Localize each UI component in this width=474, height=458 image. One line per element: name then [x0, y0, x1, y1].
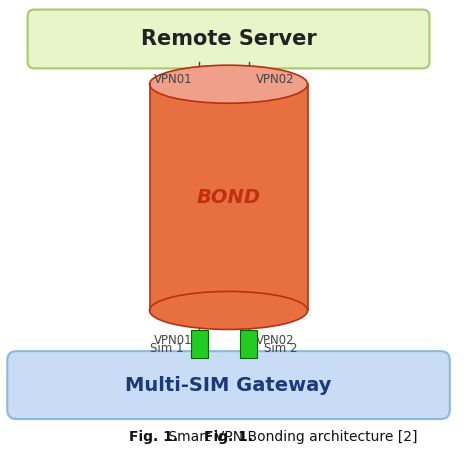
Text: BOND: BOND — [197, 188, 261, 207]
Text: VPN01: VPN01 — [154, 334, 192, 347]
Text: Fig. 1. Smart VPN Bonding architecture [2]: Fig. 1. Smart VPN Bonding architecture [… — [81, 430, 376, 444]
Text: VPN02: VPN02 — [255, 73, 294, 86]
Text: Remote Server: Remote Server — [141, 29, 317, 49]
Bar — [191, 330, 208, 358]
Text: VPN01: VPN01 — [154, 73, 192, 86]
FancyBboxPatch shape — [27, 10, 429, 68]
FancyBboxPatch shape — [7, 351, 450, 419]
Bar — [240, 330, 257, 358]
Ellipse shape — [149, 65, 308, 103]
Text: Fig. 1.: Fig. 1. — [129, 430, 178, 444]
Text: Smart VPN Bonding architecture [2]: Smart VPN Bonding architecture [2] — [164, 430, 417, 444]
Text: Multi-SIM Gateway: Multi-SIM Gateway — [125, 376, 332, 395]
Bar — [149, 84, 308, 311]
Text: Sim 1: Sim 1 — [150, 342, 184, 354]
Text: VPN02: VPN02 — [255, 334, 294, 347]
Text: Sim 2: Sim 2 — [264, 342, 298, 354]
Ellipse shape — [149, 291, 308, 329]
Text: Fig. 1.: Fig. 1. — [204, 430, 253, 444]
